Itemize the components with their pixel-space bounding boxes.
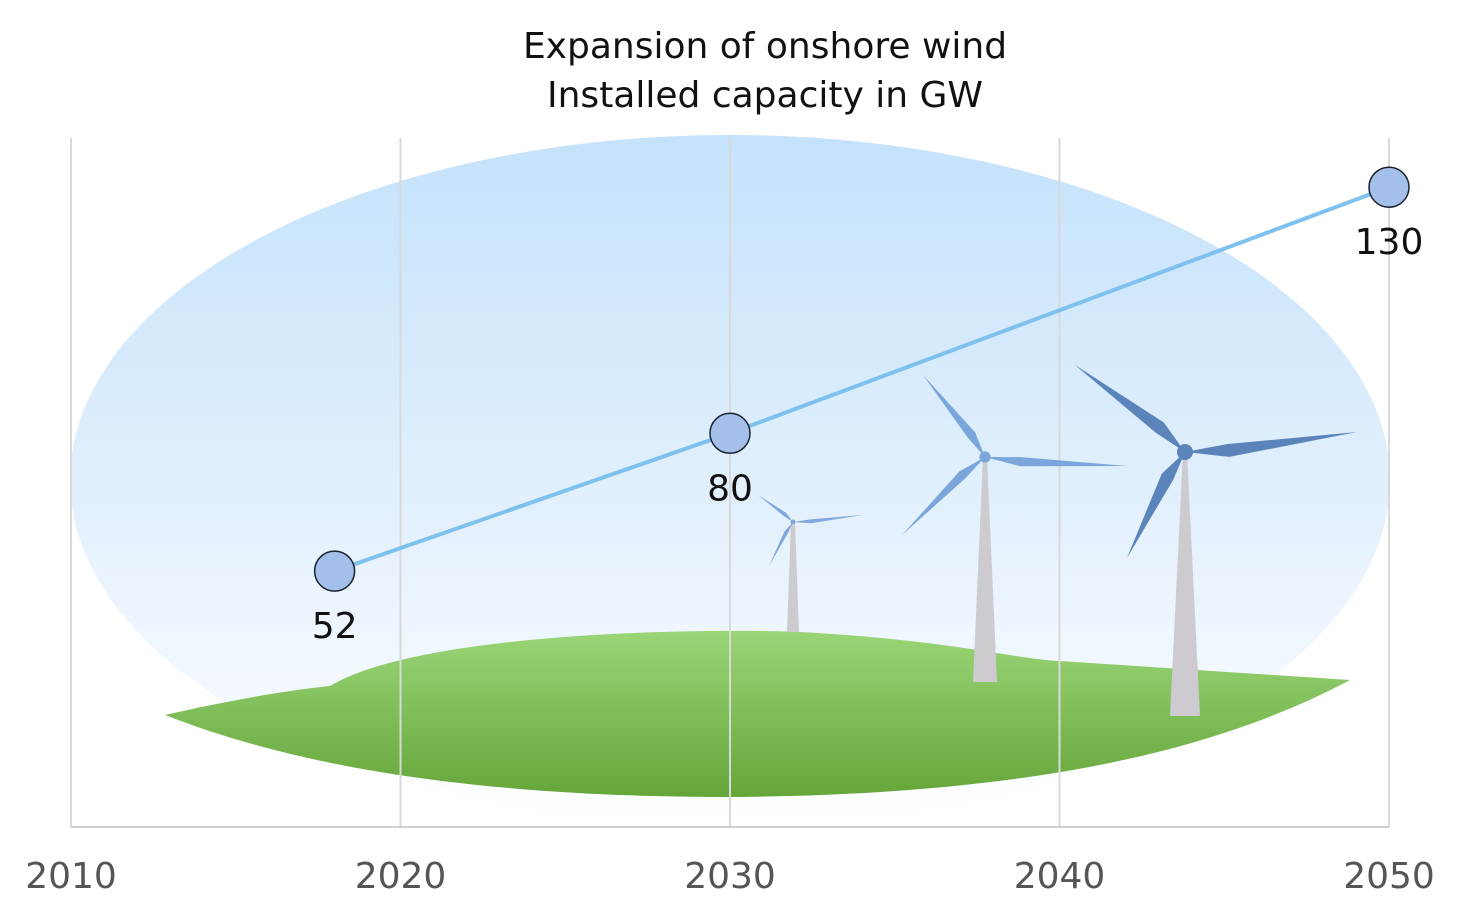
turbine-blade bbox=[923, 375, 985, 457]
turbine-blade bbox=[902, 457, 985, 535]
chart-subtitle: Installed capacity in GW bbox=[547, 75, 983, 116]
turbine-tower bbox=[973, 457, 997, 682]
x-tick-label: 2010 bbox=[25, 856, 117, 897]
value-label: 52 bbox=[312, 606, 358, 647]
hill bbox=[165, 630, 1350, 797]
turbine-hub bbox=[979, 451, 991, 463]
x-tick-label: 2040 bbox=[1014, 856, 1106, 897]
value-label: 130 bbox=[1355, 222, 1424, 263]
turbine-tower bbox=[787, 522, 799, 632]
turbine-blade bbox=[1185, 432, 1357, 457]
point bbox=[709, 412, 751, 455]
value-label: 80 bbox=[707, 468, 753, 509]
x-tick-label: 2030 bbox=[684, 856, 776, 897]
turbine-blade bbox=[758, 495, 793, 522]
point bbox=[1368, 166, 1410, 208]
turbine-blade bbox=[1127, 452, 1185, 558]
turbine-hub bbox=[790, 519, 796, 525]
turbine-blade bbox=[793, 515, 863, 524]
turbine-blade bbox=[985, 457, 1127, 467]
point bbox=[313, 550, 356, 592]
turbine-blade bbox=[1075, 365, 1185, 452]
chart-title: Expansion of onshore wind bbox=[523, 26, 1007, 67]
turbine-hub bbox=[1177, 444, 1193, 460]
x-tick-label: 2020 bbox=[355, 856, 447, 897]
x-tick-label: 2050 bbox=[1343, 856, 1435, 897]
turbine-blade bbox=[769, 522, 793, 566]
turbine-tower bbox=[1170, 452, 1200, 716]
